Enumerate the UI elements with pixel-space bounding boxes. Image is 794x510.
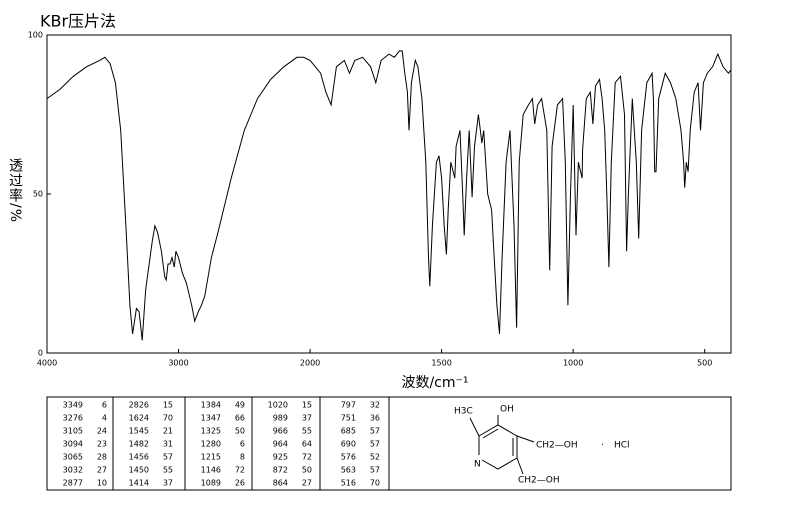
structure-label: ·	[601, 441, 604, 451]
table-wavenumber: 1347	[201, 414, 221, 423]
structure-label: CH2—OH	[536, 441, 578, 451]
table-wavenumber: 3094	[63, 440, 83, 449]
table-transmittance: 6	[240, 440, 245, 449]
table-wavenumber: 685	[341, 427, 356, 436]
table-wavenumber: 1325	[201, 427, 221, 436]
table-wavenumber: 3105	[63, 427, 83, 436]
table-transmittance: 15	[302, 401, 312, 410]
table-transmittance: 70	[370, 479, 380, 488]
y-tick-label: 100	[28, 31, 43, 40]
table-wavenumber: 864	[273, 479, 288, 488]
table-wavenumber: 576	[341, 453, 356, 462]
structure-label: HCl	[614, 441, 630, 451]
table-transmittance: 50	[302, 466, 312, 475]
table-transmittance: 57	[370, 427, 380, 436]
y-axis-label: 透过率/%	[7, 158, 23, 224]
table-wavenumber: 3065	[63, 453, 83, 462]
structure-label: OH	[500, 405, 514, 415]
table-transmittance: 27	[302, 479, 312, 488]
table-wavenumber: 690	[341, 440, 356, 449]
table-wavenumber: 3276	[63, 414, 83, 423]
table-transmittance: 26	[235, 479, 245, 488]
table-wavenumber: 966	[273, 427, 288, 436]
table-wavenumber: 563	[341, 466, 356, 475]
table-wavenumber: 1624	[129, 414, 149, 423]
table-wavenumber: 1414	[129, 479, 149, 488]
table-wavenumber: 989	[273, 414, 288, 423]
table-wavenumber: 1089	[201, 479, 221, 488]
table-wavenumber: 3349	[63, 401, 83, 410]
table-transmittance: 50	[235, 427, 245, 436]
table-wavenumber: 1384	[201, 401, 221, 410]
table-wavenumber: 1456	[129, 453, 149, 462]
table-transmittance: 15	[163, 401, 173, 410]
structure-label: N	[474, 460, 481, 470]
table-wavenumber: 925	[273, 453, 288, 462]
table-transmittance: 23	[97, 440, 107, 449]
table-wavenumber: 797	[341, 401, 356, 410]
table-transmittance: 57	[370, 440, 380, 449]
table-wavenumber: 1020	[268, 401, 288, 410]
table-wavenumber: 1146	[201, 466, 221, 475]
table-transmittance: 21	[163, 427, 173, 436]
structure-label: H3C	[454, 407, 473, 417]
table-transmittance: 31	[163, 440, 173, 449]
table-transmittance: 66	[235, 414, 245, 423]
chart-title: KBr压片法	[40, 12, 116, 31]
table-wavenumber: 1280	[201, 440, 221, 449]
table-transmittance: 64	[302, 440, 312, 449]
table-transmittance: 57	[163, 453, 173, 462]
x-tick-label: 3000	[168, 359, 188, 368]
table-wavenumber: 2826	[129, 401, 149, 410]
spectrum-line	[46, 50, 732, 341]
table-transmittance: 24	[97, 427, 107, 436]
x-tick-label: 4000	[37, 359, 57, 368]
table-transmittance: 37	[163, 479, 173, 488]
x-tick-label: 1500	[431, 359, 451, 368]
table-transmittance: 49	[235, 401, 245, 410]
table-transmittance: 55	[163, 466, 173, 475]
table-wavenumber: 516	[341, 479, 356, 488]
table-transmittance: 55	[302, 427, 312, 436]
table-wavenumber: 872	[273, 466, 288, 475]
table-wavenumber: 1450	[129, 466, 149, 475]
table-wavenumber: 1215	[201, 453, 221, 462]
table-transmittance: 27	[97, 466, 107, 475]
table-wavenumber: 1545	[129, 427, 149, 436]
table-transmittance: 70	[163, 414, 173, 423]
y-tick-label: 0	[38, 349, 43, 358]
structure-bonds	[469, 415, 535, 475]
table-transmittance: 10	[97, 479, 107, 488]
x-axis-label: 波数/cm⁻¹	[401, 375, 468, 391]
table-transmittance: 28	[97, 453, 107, 462]
table-transmittance: 57	[370, 466, 380, 475]
table-transmittance: 6	[102, 401, 107, 410]
table-wavenumber: 2877	[63, 479, 83, 488]
table-transmittance: 36	[370, 414, 380, 423]
table-wavenumber: 964	[273, 440, 288, 449]
x-tick-label: 500	[697, 359, 712, 368]
y-tick-label: 50	[33, 190, 43, 199]
table-transmittance: 4	[102, 414, 107, 423]
table-wavenumber: 3032	[63, 466, 83, 475]
x-tick-label: 2000	[300, 359, 320, 368]
table-transmittance: 8	[240, 453, 245, 462]
table-wavenumber: 751	[341, 414, 356, 423]
table-wavenumber: 1482	[129, 440, 149, 449]
table-transmittance: 72	[235, 466, 245, 475]
table-transmittance: 72	[302, 453, 312, 462]
x-tick-label: 1000	[563, 359, 583, 368]
table-transmittance: 32	[370, 401, 380, 410]
table-transmittance: 37	[302, 414, 312, 423]
structure-label: CH2—OH	[518, 476, 560, 486]
table-transmittance: 52	[370, 453, 380, 462]
